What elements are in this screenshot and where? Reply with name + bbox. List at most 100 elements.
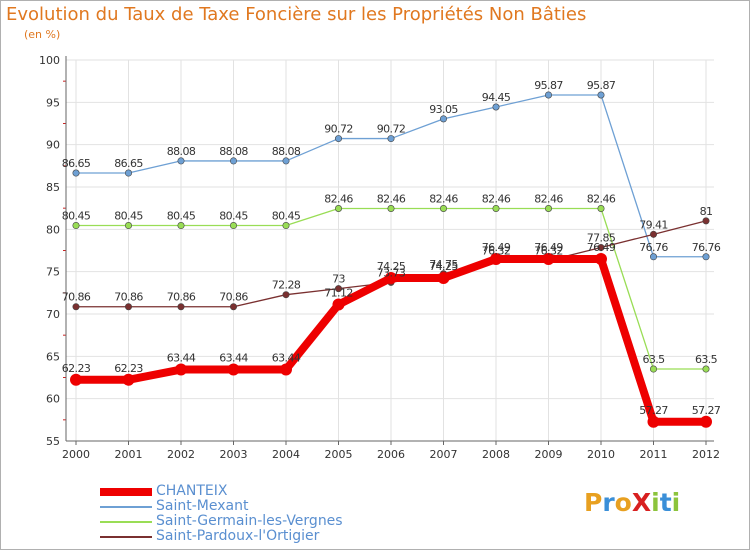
x-tick-label: 2004 xyxy=(272,448,300,461)
legend-swatch xyxy=(100,535,152,538)
data-label: 77.85 xyxy=(587,232,616,245)
logo-letter: t xyxy=(659,488,672,517)
data-label: 82.46 xyxy=(482,193,511,206)
data-label: 76.49 xyxy=(534,241,563,254)
data-point xyxy=(439,205,447,213)
data-point xyxy=(125,303,133,311)
data-point xyxy=(702,365,710,373)
legend: CHANTEIX Saint-Mexant Saint-Germain-les-Ve… xyxy=(100,484,420,544)
data-label: 86.65 xyxy=(114,157,143,170)
data-label: 82.46 xyxy=(587,193,616,206)
data-label: 62.23 xyxy=(114,362,143,375)
legend-item: Saint-Pardoux-l'Ortigier xyxy=(100,529,420,544)
data-point xyxy=(492,103,500,111)
logo-letter: i xyxy=(651,488,660,517)
x-tick-label: 2006 xyxy=(377,448,405,461)
data-label: 80.45 xyxy=(62,210,91,223)
data-label: 76.32 xyxy=(534,244,563,257)
y-tick-label: 85 xyxy=(46,181,60,194)
data-point xyxy=(230,222,238,230)
logo-letter: i xyxy=(671,488,681,517)
data-label: 72.28 xyxy=(272,279,301,292)
data-point xyxy=(439,115,447,123)
legend-label: Saint-Pardoux-l'Ortigier xyxy=(156,528,320,544)
y-tick-label: 95 xyxy=(46,96,60,109)
legend-swatch xyxy=(100,487,152,496)
data-label: 82.46 xyxy=(377,193,406,206)
legend-swatch xyxy=(100,505,152,508)
logo-letter: r xyxy=(602,488,615,517)
data-label: 82.46 xyxy=(534,193,563,206)
data-label: 76.32 xyxy=(482,244,511,257)
chart-title: Evolution du Taux de Taxe Foncière sur l… xyxy=(6,4,587,25)
data-label: 63.5 xyxy=(642,353,665,366)
legend-item: CHANTEIX xyxy=(100,484,420,499)
data-label: 70.86 xyxy=(62,291,91,304)
data-point xyxy=(175,363,187,376)
data-point xyxy=(334,285,342,293)
data-point xyxy=(334,205,342,213)
logo-letter: P xyxy=(584,488,603,517)
data-label: 73 xyxy=(332,273,345,286)
data-label: 76.76 xyxy=(692,241,721,254)
data-point xyxy=(542,253,555,266)
data-label: 76.49 xyxy=(482,241,511,254)
y-tick-label: 75 xyxy=(46,266,60,279)
x-tick-label: 2009 xyxy=(535,448,563,461)
data-label: 74.25 xyxy=(377,260,406,273)
legend-label: CHANTEIX xyxy=(156,483,228,499)
data-point xyxy=(125,169,133,177)
data-label: 88.08 xyxy=(167,145,196,158)
data-point xyxy=(544,205,552,213)
data-label: 63.44 xyxy=(167,352,196,365)
data-label: 82.46 xyxy=(324,193,353,206)
data-label-layer: 86.65 86.65 88.08 88.08 88.08 90.72 90.72 93.05… xyxy=(62,79,722,417)
axis-layer: 55 60 65 70 75 80 85 90 95 100 2000 2001 2002 2003 200… xyxy=(39,54,720,461)
data-label: 76.76 xyxy=(639,241,668,254)
x-tick-label: 2010 xyxy=(587,448,615,461)
y-tick-label: 55 xyxy=(46,435,60,448)
y-tick-label: 60 xyxy=(46,393,60,406)
data-point xyxy=(649,230,657,238)
legend-swatch xyxy=(100,520,152,523)
data-label: 82.46 xyxy=(429,193,458,206)
data-label: 80.45 xyxy=(114,210,143,223)
data-label: 88.08 xyxy=(272,145,301,158)
data-label: 74.75 xyxy=(429,258,458,271)
data-point xyxy=(70,373,82,386)
data-point xyxy=(544,91,552,99)
data-point xyxy=(282,157,290,165)
proxiti-logo: ProXiti xyxy=(584,488,680,517)
data-point xyxy=(227,363,240,376)
data-label: 57.27 xyxy=(692,404,721,417)
logo-letter: X xyxy=(631,488,652,517)
data-point xyxy=(177,303,185,311)
legend-item: Saint-Germain-les-Vergnes xyxy=(100,514,420,529)
data-label: 73.73 xyxy=(377,266,406,279)
data-label: 80.45 xyxy=(167,210,196,223)
data-point xyxy=(230,157,238,165)
chart-subtitle: (en %) xyxy=(24,28,61,41)
data-point xyxy=(700,415,712,428)
data-label: 90.72 xyxy=(377,123,406,136)
legend-label: Saint-Mexant xyxy=(156,498,249,514)
data-point xyxy=(282,291,290,299)
data-label: 70.86 xyxy=(167,291,196,304)
data-label: 57.27 xyxy=(639,404,668,417)
data-label: 88.08 xyxy=(219,145,248,158)
data-point xyxy=(437,272,450,285)
data-label: 93.05 xyxy=(429,103,458,116)
data-label: 94.45 xyxy=(482,91,511,104)
y-tick-label: 90 xyxy=(46,139,60,152)
data-point xyxy=(387,135,395,143)
data-label: 63.44 xyxy=(219,352,248,365)
data-label: 63.44 xyxy=(272,352,301,365)
data-point xyxy=(649,253,657,261)
data-label: 71.12 xyxy=(324,287,353,300)
y-tick-label: 70 xyxy=(46,308,60,321)
data-point xyxy=(492,205,500,213)
data-label: 90.72 xyxy=(324,123,353,136)
data-label: 80.45 xyxy=(272,210,301,223)
